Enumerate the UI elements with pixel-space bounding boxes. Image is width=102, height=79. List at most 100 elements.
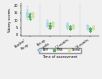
Point <box>66 27 68 28</box>
Point <box>69 26 71 27</box>
FancyBboxPatch shape <box>29 14 30 18</box>
Point <box>72 24 73 25</box>
Point <box>28 15 30 17</box>
Point <box>26 12 28 14</box>
Point <box>66 27 68 28</box>
FancyBboxPatch shape <box>26 12 28 16</box>
Point <box>49 26 51 27</box>
Point <box>89 30 91 31</box>
Point <box>70 27 71 28</box>
Point <box>92 27 94 28</box>
Point <box>66 23 68 24</box>
Point <box>52 24 54 25</box>
Point <box>26 12 28 14</box>
Point <box>67 26 68 27</box>
FancyBboxPatch shape <box>69 27 71 29</box>
Point <box>49 24 50 25</box>
FancyBboxPatch shape <box>89 28 91 30</box>
Point <box>89 30 91 31</box>
Point <box>46 24 48 25</box>
Point <box>26 14 27 15</box>
Point <box>46 24 48 25</box>
Point <box>92 28 93 30</box>
Point <box>52 21 53 22</box>
Point <box>67 24 68 25</box>
Point <box>49 23 51 24</box>
Point <box>46 21 48 22</box>
Point <box>92 27 94 28</box>
Point <box>89 30 91 31</box>
Point <box>49 24 50 25</box>
Point <box>66 26 68 27</box>
Point <box>28 15 30 17</box>
Point <box>72 27 74 28</box>
Point <box>89 30 91 31</box>
Point <box>89 28 91 30</box>
Point <box>52 23 53 24</box>
Point <box>49 27 51 28</box>
Point <box>52 24 53 25</box>
Point <box>92 27 94 28</box>
Point <box>92 26 94 27</box>
Point <box>69 28 71 30</box>
Point <box>92 26 94 27</box>
Point <box>89 30 91 31</box>
Point <box>86 26 88 27</box>
Point <box>89 28 91 30</box>
Point <box>66 23 68 24</box>
Point <box>90 28 91 30</box>
Point <box>51 21 53 22</box>
Point <box>92 28 94 30</box>
Point <box>72 27 74 28</box>
Point <box>46 23 48 24</box>
Point <box>29 15 30 17</box>
Point <box>46 21 48 22</box>
Point <box>92 27 94 28</box>
Point <box>52 23 54 24</box>
FancyBboxPatch shape <box>52 23 53 25</box>
Point <box>52 26 54 27</box>
Point <box>70 27 71 28</box>
Point <box>29 17 30 18</box>
Point <box>72 24 73 25</box>
Point <box>32 12 34 14</box>
Point <box>72 24 74 25</box>
Point <box>26 15 28 17</box>
Point <box>32 12 33 14</box>
Point <box>66 27 68 28</box>
Point <box>87 27 88 28</box>
Point <box>89 28 91 30</box>
Point <box>26 5 28 6</box>
Point <box>86 24 88 25</box>
Point <box>93 27 94 28</box>
Point <box>46 26 48 27</box>
Point <box>49 26 51 27</box>
Point <box>92 28 94 30</box>
Point <box>86 28 88 30</box>
Point <box>87 26 88 27</box>
Point <box>87 28 88 30</box>
Point <box>52 23 54 24</box>
Point <box>26 17 27 18</box>
FancyBboxPatch shape <box>49 25 50 27</box>
Point <box>46 23 48 24</box>
Point <box>92 26 94 27</box>
Point <box>46 26 48 27</box>
Point <box>46 23 48 24</box>
Point <box>72 26 73 27</box>
Point <box>49 26 50 27</box>
Point <box>46 23 48 24</box>
Point <box>47 20 48 21</box>
Point <box>32 14 33 15</box>
Point <box>92 26 94 27</box>
Point <box>52 26 53 27</box>
Point <box>69 26 71 27</box>
Point <box>67 27 68 28</box>
Point <box>87 27 88 28</box>
Point <box>72 26 74 27</box>
Point <box>49 24 51 25</box>
Point <box>26 15 27 17</box>
Point <box>87 28 88 30</box>
Point <box>69 28 71 30</box>
Point <box>72 27 73 28</box>
